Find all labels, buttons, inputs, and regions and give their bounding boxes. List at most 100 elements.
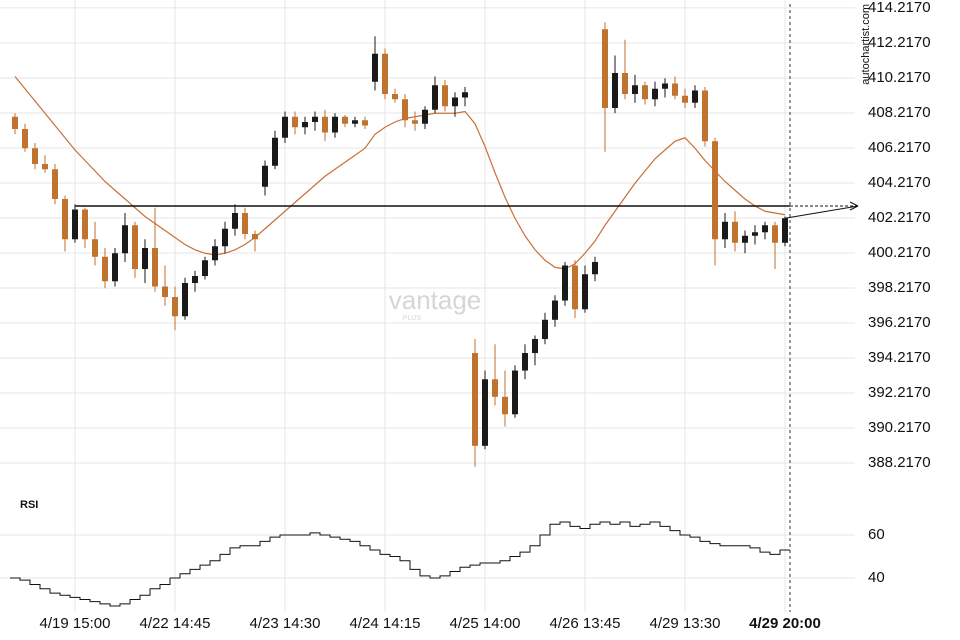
candle-body [332,116,338,133]
candle-body [342,116,348,124]
candle-body [192,276,198,284]
watermark-sub: PLUS [403,315,422,322]
candle-body [302,121,308,128]
candle-body [482,379,488,446]
y-tick-label: 408.2170 [868,104,931,121]
candle-body [712,141,718,240]
candle-body [262,165,268,187]
candle-body [732,221,738,243]
candle-body [312,116,318,122]
candle-body [762,225,768,233]
candle-body [82,209,88,240]
candle-body [602,29,608,108]
y-tick-label: 398.2170 [868,279,931,296]
candle-body [622,72,628,94]
y-tick-label: 400.2170 [868,244,931,261]
candle-body [322,116,328,133]
rsi-line [10,521,790,607]
x-tick-label: 4/29 20:00 [749,615,821,632]
x-tick-label: 4/25 14:00 [450,615,521,632]
candle-body [582,274,588,310]
x-tick-label: 4/23 14:30 [250,615,321,632]
y-tick-label: 390.2170 [868,419,931,436]
watermark: vantage [389,285,482,315]
candle-body [152,248,158,287]
candle-body [352,120,358,124]
candle-body [392,93,398,100]
x-tick-label: 4/22 14:45 [140,615,211,632]
candle-body [572,265,578,310]
candle-body [522,353,528,371]
candle-body [492,379,498,397]
candle-body [362,120,368,126]
source: autochartist.com [860,4,872,85]
candle-body [452,97,458,107]
y-tick-label: 402.2170 [868,209,931,226]
x-tick-label: 4/19 15:00 [40,615,111,632]
candle-body [552,300,558,320]
x-tick-label: 4/26 13:45 [550,615,621,632]
candle-body [502,396,508,415]
candle-body [462,92,468,98]
x-tick-label: 4/24 14:15 [350,615,421,632]
candle-body [682,95,688,103]
candle-body [592,262,598,275]
y-tick-label: 388.2170 [868,454,931,471]
candle-body [272,137,278,166]
candle-body [222,228,228,247]
candle-body [202,260,208,277]
candle-body [132,225,138,270]
y-tick-label: 60 [868,526,885,543]
y-tick-label: 40 [868,569,885,586]
candle-body [62,199,68,240]
candle-body [562,265,568,301]
candle-body [172,297,178,317]
candle-body [112,253,118,282]
candle-body [372,53,378,82]
candle-body [32,148,38,165]
candle-body [642,85,648,100]
candle-body [672,83,678,96]
candle-body [742,235,748,243]
candle-body [662,83,668,89]
candle-body [632,85,638,94]
candle-body [292,116,298,128]
y-tick-label: 394.2170 [868,349,931,366]
candle-body [382,53,388,94]
candle-body [702,90,708,142]
x-tick-label: 4/29 13:30 [650,615,721,632]
candle-body [542,319,548,340]
rsi-title: RSI [20,499,38,511]
candle-body [532,339,538,354]
candle-body [252,234,258,240]
candle-body [692,90,698,103]
candle-body [612,72,618,108]
candle-body [232,213,238,229]
candle-body [782,218,788,243]
y-tick-label: 412.2170 [868,34,931,51]
y-tick-label: 392.2170 [868,384,931,401]
y-tick-label: 404.2170 [868,174,931,191]
candle-body [772,225,778,243]
candle-body [52,169,58,200]
candle-body [72,209,78,240]
candle-body [282,116,288,138]
candle-body [432,85,438,110]
moving-average [14,76,786,270]
candle-body [512,370,518,415]
candle-body [122,225,128,254]
candle-body [102,256,108,282]
candle-body [472,353,478,446]
candle-body [412,120,418,124]
candle-body [182,283,188,317]
candle-body [142,248,148,270]
forecast-arrow [784,205,859,219]
y-tick-label: 410.2170 [868,69,931,86]
candle-body [92,239,98,257]
candle-body [162,286,168,298]
y-tick-label: 396.2170 [868,314,931,331]
candle-body [402,99,408,121]
candle-body [752,232,758,236]
candle-body [722,221,728,240]
